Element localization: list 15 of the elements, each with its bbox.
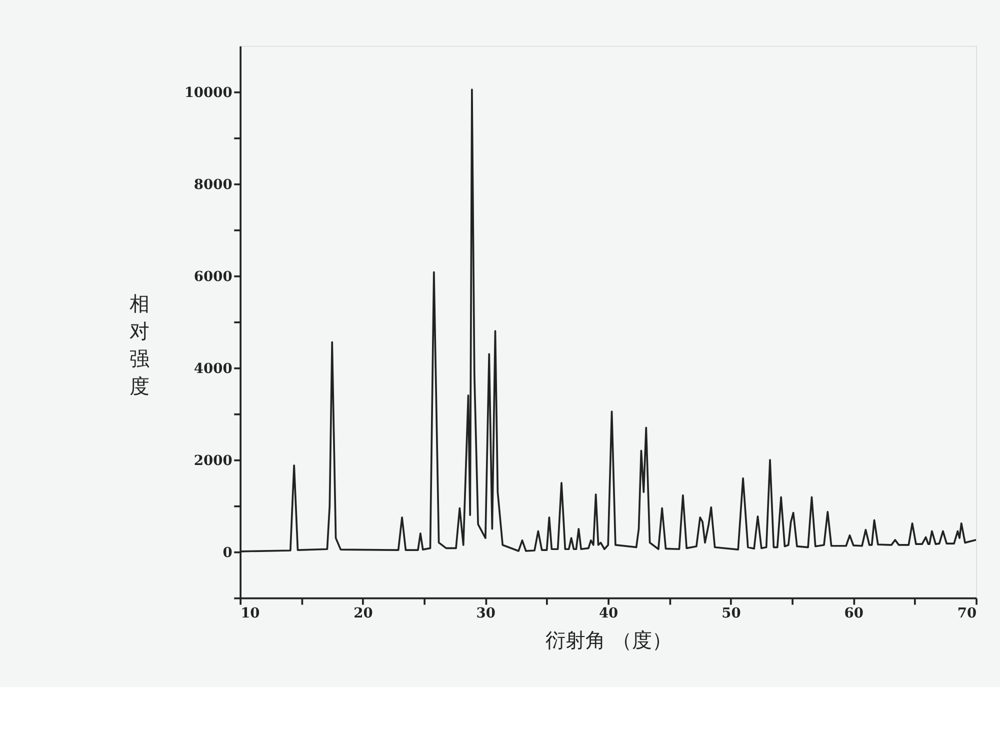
y-tick-label: 4000 (194, 360, 232, 377)
x-tick-label: 40 (598, 606, 618, 622)
y-tick-label: 10000 (184, 84, 232, 101)
y-tick-label: 8000 (194, 176, 232, 193)
x-tick-label: 60 (844, 606, 864, 622)
y-axis-title: 相对强度 (129, 291, 150, 398)
x-tick-label: 50 (722, 606, 741, 622)
y-tick-label: 0 (222, 544, 232, 561)
y-tick-label: 2000 (194, 452, 232, 469)
x-axis-title: 衍射角 （度） (545, 628, 672, 652)
x-tick-label: 30 (476, 606, 496, 622)
x-tick-label: 10 (240, 606, 260, 622)
y-tick-label: 6000 (194, 268, 232, 285)
x-tick-label: 20 (354, 606, 373, 622)
x-tick-label: 70 (957, 606, 977, 622)
